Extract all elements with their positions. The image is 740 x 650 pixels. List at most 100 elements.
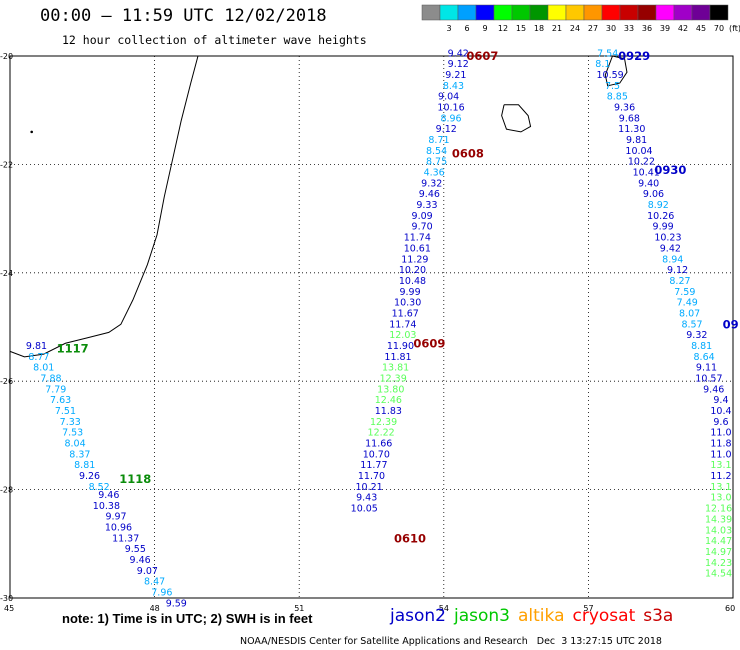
wave-height-label: 9.46 [98, 490, 119, 501]
lon-tick-label: 60 [725, 604, 735, 613]
wave-height-label: 10.59 [596, 70, 623, 81]
wave-height-label: 7.63 [50, 395, 71, 406]
wave-height-label: 7.59 [674, 287, 695, 298]
colorbar-swatch [421, 4, 441, 21]
wave-height-label: 8.47 [144, 577, 165, 588]
wave-height-label: 9.26 [79, 471, 100, 482]
wave-height-label: 4.36 [424, 168, 445, 179]
satellite-tracks: 9.818.778.017.887.797.637.517.337.538.04… [26, 48, 739, 609]
colorbar-label: 18 [534, 24, 544, 33]
wave-height-label: 8.96 [440, 113, 461, 124]
coastlines [9, 55, 628, 358]
wave-height-label: 11.74 [404, 233, 431, 244]
wave-height-label: 9.12 [667, 265, 688, 276]
wave-height-label: 9.97 [105, 512, 126, 523]
pass-time-label: 0929 [618, 49, 650, 63]
pass-time-label: 1117 [57, 342, 89, 356]
colorbar: 3 6 9 12 15 18 21 24 27 30 33 36 39 42 45 70 (ft) [421, 4, 740, 33]
wave-height-label: 10.05 [351, 504, 378, 515]
wave-height-label: 8.57 [681, 319, 702, 330]
wave-height-label: 9.59 [166, 598, 187, 609]
wave-height-label: 11.77 [360, 460, 387, 471]
footer-credit: NOAA/NESDIS Center for Satellite Applica… [240, 636, 662, 647]
wave-height-label: 7.96 [151, 588, 172, 599]
lon-tick-label: 51 [294, 604, 304, 613]
wave-height-label: 10.48 [399, 276, 426, 287]
wave-height-label: 14.23 [705, 558, 732, 569]
pass-time-label: 0607 [466, 49, 498, 63]
wave-height-label: 12.46 [375, 395, 402, 406]
units-note: note: 1) Time is in UTC; 2) SWH is in fe… [62, 611, 313, 626]
wave-height-label: 11.66 [365, 439, 392, 450]
wave-height-label: 7.88 [40, 373, 61, 384]
wave-height-label: 7.49 [677, 298, 698, 309]
colorbar-label: 36 [642, 24, 652, 33]
wave-height-label: 9.42 [660, 243, 681, 254]
colorbar-swatch [601, 4, 621, 21]
wave-height-label: 8.01 [33, 363, 54, 374]
wave-height-label: 10.61 [404, 243, 431, 254]
pass-time-label: 1118 [119, 472, 151, 486]
wave-height-label: 9.4 [713, 395, 728, 406]
wave-height-label: 8.77 [28, 352, 49, 363]
wave-height-label: 9.04 [438, 92, 459, 103]
wave-height-label: 10.41 [633, 168, 660, 179]
wave-height-label: 8.64 [694, 352, 715, 363]
wave-height-label: 9.21 [445, 70, 466, 81]
colorbar-swatch [709, 4, 729, 21]
wave-height-label: 10.70 [363, 449, 390, 460]
wave-height-label: 13.80 [377, 384, 404, 395]
wave-height-label: 13.81 [382, 363, 409, 374]
wave-height-label: 8.52 [89, 482, 110, 493]
colorbar-swatch [655, 4, 675, 21]
colorbar-swatch [511, 4, 531, 21]
wave-height-label: 10.20 [399, 265, 426, 276]
wave-height-label: 9.36 [614, 102, 635, 113]
wave-height-label: 11.2 [710, 471, 731, 482]
wave-height-label: 9.06 [643, 189, 664, 200]
wave-height-label: 11.81 [384, 352, 411, 363]
colorbar-swatch [475, 4, 495, 21]
pass-time-label: 0930 [654, 163, 686, 177]
legend-cryosat: cryosat [572, 606, 636, 626]
legend-s3a: s3a [643, 606, 674, 626]
lon-tick-label: 45 [4, 604, 14, 613]
wave-height-label: 9.42 [448, 48, 469, 59]
colorbar-label: 30 [606, 24, 616, 33]
colorbar-label: 42 [678, 24, 688, 33]
wave-height-label: 10.4 [710, 406, 731, 417]
colorbar-swatch [691, 4, 711, 21]
wave-height-label: 10.30 [394, 298, 421, 309]
wave-height-label: 8.75 [426, 157, 447, 168]
wave-height-label: 12.39 [380, 373, 407, 384]
colorbar-label: 3 [446, 24, 451, 33]
wave-height-label: 8.07 [679, 308, 700, 319]
wave-height-label: 13.1 [710, 482, 731, 493]
wave-height-label: 11.29 [401, 254, 428, 265]
wave-height-label: 11.0 [710, 428, 731, 439]
colorbar-swatch [547, 4, 567, 21]
wave-height-label: 8.1 [595, 59, 610, 70]
wave-height-label: 9.70 [412, 222, 433, 233]
wave-height-label: 8.81 [74, 460, 95, 471]
wave-height-label: 8.43 [443, 81, 464, 92]
wave-height-label: 9.6 [713, 417, 728, 428]
wave-height-label: 9.12 [448, 59, 469, 70]
satellite-legend: jason2 jason3 altika cryosat s3a [390, 606, 681, 626]
wave-height-label: 10.38 [93, 501, 120, 512]
wave-height-label: 9.81 [26, 341, 47, 352]
wave-height-label: 9.09 [412, 211, 433, 222]
wave-height-label: 9.46 [130, 555, 151, 566]
colorbar-swatch [619, 4, 639, 21]
wave-height-label: 9.32 [686, 330, 707, 341]
wave-height-label: 10.23 [654, 233, 681, 244]
wave-height-label: 9.40 [638, 178, 659, 189]
lat-tick-label: -24 [0, 269, 13, 278]
lat-tick-label: -28 [0, 486, 13, 495]
wave-height-label: 11.90 [387, 341, 414, 352]
wave-height-label: 7.54 [597, 48, 618, 59]
colorbar-swatch [457, 4, 477, 21]
wave-height-label: 9.11 [696, 363, 717, 374]
lat-tick-label: -20 [0, 52, 13, 61]
wave-height-label: 8.27 [669, 276, 690, 287]
